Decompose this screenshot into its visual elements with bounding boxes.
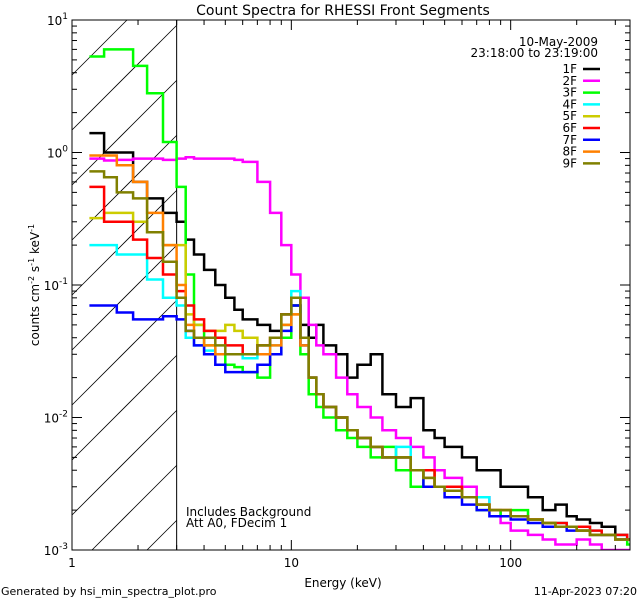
hatch-line [71, 355, 177, 461]
legend-label-9F: 9F [562, 156, 577, 170]
x-tick-label: 10 [284, 556, 299, 570]
hatch-line [71, 19, 128, 76]
annotation-attenuator: Att A0, FDecim 1 [186, 516, 287, 530]
y-tick-label: 10-1 [44, 277, 68, 293]
hatch-line [146, 520, 177, 551]
hatch-line [71, 80, 177, 186]
series-line-1F [89, 131, 630, 541]
excluded-region-hatch [71, 19, 177, 551]
hatch-line [71, 135, 177, 241]
series-line-9F [89, 170, 630, 541]
legend-time-range: 23:18:00 to 23:19:00 [471, 46, 598, 60]
series-line-7F [89, 304, 630, 541]
annotation-background: Includes Background [186, 505, 311, 519]
legend-label-4F: 4F [562, 97, 577, 111]
hatch-line [71, 245, 177, 351]
x-tick-label: 100 [499, 556, 522, 570]
y-tick-label: 10-3 [44, 542, 68, 558]
y-axis-label-text: counts cm-2 s-1 keV-1 [27, 224, 42, 346]
series-line-6F [89, 185, 630, 541]
chart-title: Count Spectra for RHESSI Front Segments [196, 3, 490, 19]
plot-frame [71, 19, 631, 551]
series-line-2F [89, 156, 630, 550]
y-tick-label: 101 [47, 12, 68, 28]
y-tick-label: 10-2 [44, 410, 68, 426]
x-tick-label: 1 [68, 556, 76, 570]
legend-label-2F: 2F [562, 74, 577, 88]
hatch-line [71, 190, 177, 296]
footer-generated-by: Generated by hsi_min_spectra_plot.pro [1, 585, 217, 598]
x-axis-label: Energy (keV) [304, 576, 381, 590]
legend-label-8F: 8F [562, 145, 577, 159]
hatch-line [71, 300, 177, 406]
series-line-4F [89, 243, 630, 541]
legend-date: 10-May-2009 [519, 35, 598, 49]
hatch-line [91, 465, 177, 551]
legend-label-3F: 3F [562, 86, 577, 100]
footer-timestamp: 11-Apr-2023 07:20 [534, 585, 637, 598]
hatch-line [71, 410, 177, 516]
legend-label-1F: 1F [562, 62, 577, 76]
legend-label-5F: 5F [562, 109, 577, 123]
legend-label-6F: 6F [562, 121, 577, 135]
y-tick-label: 100 [47, 145, 68, 161]
y-axis-label: counts cm-2 s-1 keV-1 [27, 224, 42, 346]
legend-label-7F: 7F [562, 133, 577, 147]
hatch-line [71, 25, 177, 131]
